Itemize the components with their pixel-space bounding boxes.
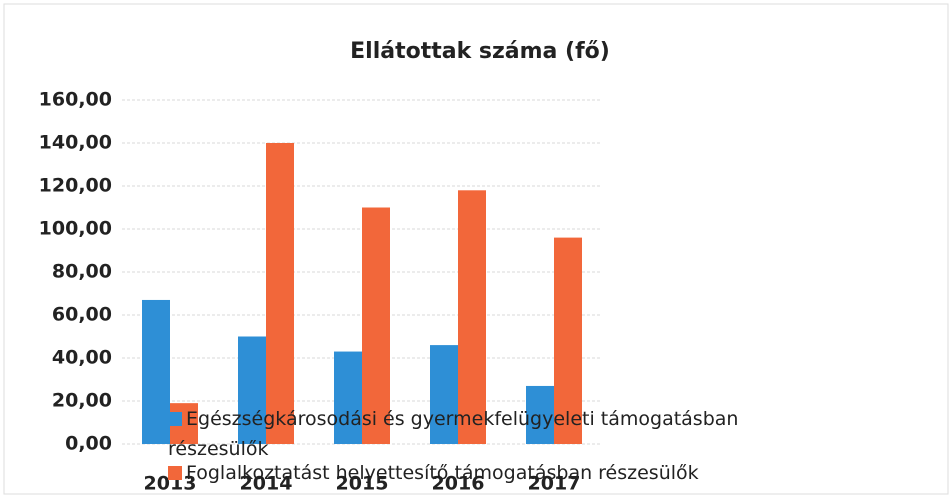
bar [266, 143, 294, 444]
y-tick-label: 80,00 [52, 261, 112, 283]
y-tick-label: 0,00 [65, 433, 112, 455]
y-tick-label: 100,00 [39, 218, 112, 240]
bar [526, 385, 554, 444]
chart-frame [3, 3, 949, 495]
y-tick-label: 140,00 [39, 132, 112, 154]
legend-swatch [168, 466, 182, 480]
x-tick-label: 2016 [432, 473, 485, 495]
bar [334, 351, 362, 444]
x-tick-label: 2015 [336, 473, 389, 495]
bar [430, 345, 458, 444]
chart-title: Ellátottak száma (fő) [350, 39, 610, 64]
bar [554, 237, 582, 444]
y-tick-label: 60,00 [52, 304, 112, 326]
legend-item: Foglalkoztatást helyettesítő támogatásba… [168, 458, 828, 488]
legend-label: Egészségkárosodási és gyermekfelügyeleti… [168, 408, 739, 460]
y-tick-label: 20,00 [52, 390, 112, 412]
x-tick-label: 2013 [144, 473, 197, 495]
x-tick-label: 2017 [528, 473, 581, 495]
y-tick-label: 160,00 [39, 89, 112, 111]
y-tick-label: 40,00 [52, 347, 112, 369]
legend-swatch [168, 412, 182, 426]
legend-label: Foglalkoztatást helyettesítő támogatásba… [186, 462, 699, 484]
y-tick-label: 120,00 [39, 175, 112, 197]
x-tick-label: 2014 [240, 473, 293, 495]
bar [238, 336, 266, 444]
bar [458, 190, 486, 444]
legend-item: Egészségkárosodási és gyermekfelügyeleti… [168, 404, 828, 464]
bar [362, 207, 390, 444]
bar [142, 299, 170, 444]
